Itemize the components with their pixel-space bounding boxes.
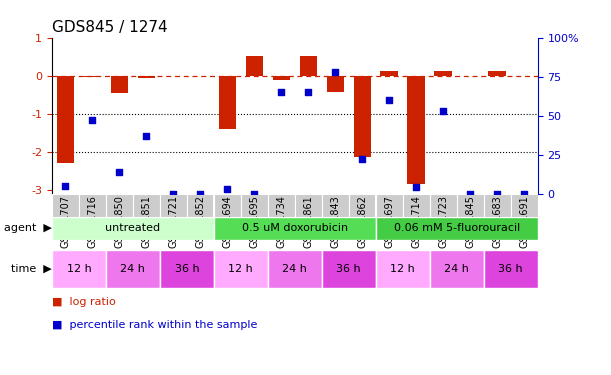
FancyBboxPatch shape	[376, 250, 430, 288]
FancyBboxPatch shape	[79, 194, 106, 217]
Bar	[219, 76, 236, 129]
Text: GSM11697: GSM11697	[384, 195, 394, 248]
FancyBboxPatch shape	[106, 194, 133, 217]
FancyBboxPatch shape	[214, 217, 376, 240]
FancyBboxPatch shape	[52, 194, 79, 217]
Text: GSM11716: GSM11716	[87, 195, 97, 248]
Text: 36 h: 36 h	[499, 264, 523, 274]
FancyBboxPatch shape	[430, 194, 456, 217]
Text: 0.06 mM 5-fluorouracil: 0.06 mM 5-fluorouracil	[393, 224, 520, 233]
Point	[87, 117, 97, 123]
Point	[466, 190, 475, 196]
Bar	[408, 76, 425, 184]
FancyBboxPatch shape	[52, 250, 106, 288]
Point	[384, 97, 394, 103]
Bar	[111, 76, 128, 93]
Point	[492, 190, 502, 196]
FancyBboxPatch shape	[322, 250, 376, 288]
Point	[196, 190, 205, 196]
FancyBboxPatch shape	[187, 194, 214, 217]
Text: ■  log ratio: ■ log ratio	[52, 297, 115, 307]
Bar	[354, 76, 371, 158]
Text: GSM11721: GSM11721	[169, 195, 178, 248]
Bar	[299, 56, 317, 76]
Text: GSM11723: GSM11723	[438, 195, 448, 248]
FancyBboxPatch shape	[456, 194, 484, 217]
Text: 24 h: 24 h	[120, 264, 145, 274]
Point	[438, 108, 448, 114]
Text: GSM11683: GSM11683	[492, 195, 502, 248]
FancyBboxPatch shape	[241, 194, 268, 217]
FancyBboxPatch shape	[160, 250, 214, 288]
Text: ■  percentile rank within the sample: ■ percentile rank within the sample	[52, 320, 257, 330]
Bar	[488, 71, 506, 76]
Text: 24 h: 24 h	[444, 264, 469, 274]
Text: GSM11850: GSM11850	[114, 195, 125, 248]
Text: GSM11861: GSM11861	[303, 195, 313, 248]
Point	[357, 156, 367, 162]
Text: GSM11851: GSM11851	[141, 195, 152, 248]
Text: 36 h: 36 h	[175, 264, 199, 274]
Point	[222, 186, 232, 192]
Point	[411, 184, 421, 190]
FancyBboxPatch shape	[268, 250, 322, 288]
FancyBboxPatch shape	[160, 194, 187, 217]
Text: GSM11714: GSM11714	[411, 195, 421, 248]
FancyBboxPatch shape	[484, 250, 538, 288]
Bar	[273, 76, 290, 80]
FancyBboxPatch shape	[106, 250, 160, 288]
Text: GSM11694: GSM11694	[222, 195, 232, 248]
FancyBboxPatch shape	[214, 194, 241, 217]
Text: 12 h: 12 h	[229, 264, 253, 274]
FancyBboxPatch shape	[133, 194, 160, 217]
Text: GSM11852: GSM11852	[196, 195, 205, 248]
Text: untreated: untreated	[105, 224, 161, 233]
Point	[114, 169, 124, 175]
FancyBboxPatch shape	[295, 194, 322, 217]
Bar	[84, 76, 101, 78]
Bar	[57, 76, 74, 163]
Point	[249, 190, 259, 196]
Text: agent  ▶: agent ▶	[4, 224, 52, 233]
Text: 12 h: 12 h	[67, 264, 91, 274]
FancyBboxPatch shape	[322, 194, 349, 217]
Point	[276, 89, 286, 95]
Text: GSM11707: GSM11707	[60, 195, 70, 248]
Bar	[326, 76, 344, 92]
FancyBboxPatch shape	[268, 194, 295, 217]
Bar	[434, 71, 452, 76]
FancyBboxPatch shape	[52, 217, 214, 240]
Point	[519, 190, 529, 196]
Bar	[381, 71, 398, 76]
Point	[304, 89, 313, 95]
Bar	[246, 56, 263, 76]
Bar	[137, 76, 155, 78]
Text: GSM11695: GSM11695	[249, 195, 259, 248]
FancyBboxPatch shape	[349, 194, 376, 217]
Text: GSM11862: GSM11862	[357, 195, 367, 248]
FancyBboxPatch shape	[403, 194, 430, 217]
Text: 24 h: 24 h	[282, 264, 307, 274]
Text: GSM11843: GSM11843	[331, 195, 340, 248]
Text: GSM11845: GSM11845	[465, 195, 475, 248]
FancyBboxPatch shape	[430, 250, 484, 288]
Text: GDS845 / 1274: GDS845 / 1274	[52, 20, 167, 35]
FancyBboxPatch shape	[511, 194, 538, 217]
Point	[60, 183, 70, 189]
Text: 12 h: 12 h	[390, 264, 415, 274]
Point	[142, 133, 152, 139]
FancyBboxPatch shape	[376, 194, 403, 217]
Text: 0.5 uM doxorubicin: 0.5 uM doxorubicin	[242, 224, 348, 233]
Point	[169, 190, 178, 196]
Text: GSM11734: GSM11734	[276, 195, 287, 248]
Text: GSM11691: GSM11691	[519, 195, 529, 248]
FancyBboxPatch shape	[214, 250, 268, 288]
FancyBboxPatch shape	[376, 217, 538, 240]
FancyBboxPatch shape	[484, 194, 511, 217]
Text: 36 h: 36 h	[337, 264, 361, 274]
Text: time  ▶: time ▶	[11, 264, 52, 274]
Point	[331, 69, 340, 75]
